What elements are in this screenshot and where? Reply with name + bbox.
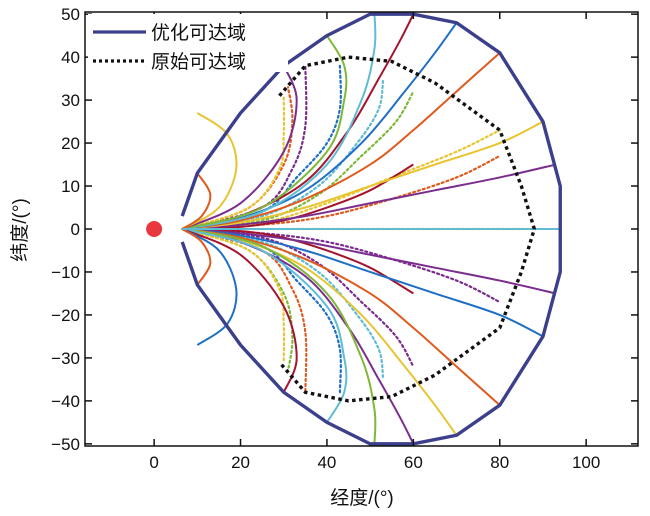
solid-trajectory-10 — [181, 172, 212, 230]
axes: 0 20 40 60 80 100 −50 −40 −30 −20 −10 0 10 20 30 40 50 — [51, 5, 639, 472]
y-axis-title: 纬度/(°) — [9, 198, 31, 262]
x-tick-label: 100 — [572, 453, 600, 472]
dotted-trajectory-14 — [181, 227, 286, 364]
y-tick-label: 40 — [61, 48, 80, 67]
dotted-trajectory-3 — [181, 77, 385, 231]
solid-trajectory-11 — [182, 228, 414, 295]
solid-trajectory-9 — [181, 112, 238, 230]
x-tick-label: 60 — [404, 453, 423, 472]
y-tick-label: −30 — [51, 349, 80, 368]
y-tick-label: −50 — [51, 435, 80, 454]
solid-trajectory-0 — [182, 163, 414, 230]
start-point-marker — [146, 221, 163, 237]
dotted-trajectory-5 — [181, 64, 308, 231]
y-tick-label: 10 — [61, 177, 80, 196]
y-tick-label: 20 — [61, 134, 80, 153]
dotted-trajectory-10 — [181, 227, 385, 381]
solid-trajectory-13 — [182, 228, 544, 338]
solid-trajectory-8 — [181, 65, 298, 230]
solid-trajectory-20 — [181, 228, 238, 346]
dotted-trajectory-4 — [181, 64, 342, 231]
solid-trajectory-1 — [182, 163, 557, 230]
y-tick-label: −40 — [51, 392, 80, 411]
solid-trajectory-7 — [181, 35, 348, 230]
y-tick-label: 0 — [71, 220, 80, 239]
solid-trajectory-2 — [182, 120, 544, 230]
y-tick-label: −20 — [51, 306, 80, 325]
plot-area — [146, 12, 562, 446]
x-tick-label: 0 — [149, 453, 158, 472]
solid-trajectory-6 — [181, 14, 377, 230]
solid-trajectory-19 — [181, 228, 298, 393]
legend-label-optimized: 优化可达域 — [151, 22, 246, 44]
dotted-trajectory-11 — [181, 227, 342, 394]
y-tick-label: 30 — [61, 91, 80, 110]
solid-trajectory-18 — [181, 228, 348, 423]
x-axis-title: 经度/(°) — [330, 487, 394, 509]
x-tick-label: 80 — [490, 453, 509, 472]
x-tick-label: 40 — [317, 453, 336, 472]
optimized-boundary-line — [180, 12, 562, 446]
solid-trajectory-17 — [181, 228, 377, 444]
original-boundary-line — [278, 55, 537, 403]
legend-label-original: 原始可达域 — [151, 51, 246, 73]
legend: 优化可达域 原始可达域 — [88, 14, 288, 73]
legend-background — [88, 14, 288, 72]
dotted-trajectory-7 — [181, 94, 286, 231]
x-tick-label: 20 — [231, 453, 250, 472]
solid-trajectory-3 — [182, 52, 501, 230]
solid-trajectory-21 — [181, 228, 212, 286]
plot-content — [146, 12, 562, 446]
y-tick-label: 50 — [61, 5, 80, 24]
solid-trajectory-14 — [182, 228, 501, 406]
dotted-trajectory-12 — [181, 227, 308, 394]
solid-trajectory-12 — [182, 228, 557, 295]
y-tick-label: −10 — [51, 263, 80, 282]
